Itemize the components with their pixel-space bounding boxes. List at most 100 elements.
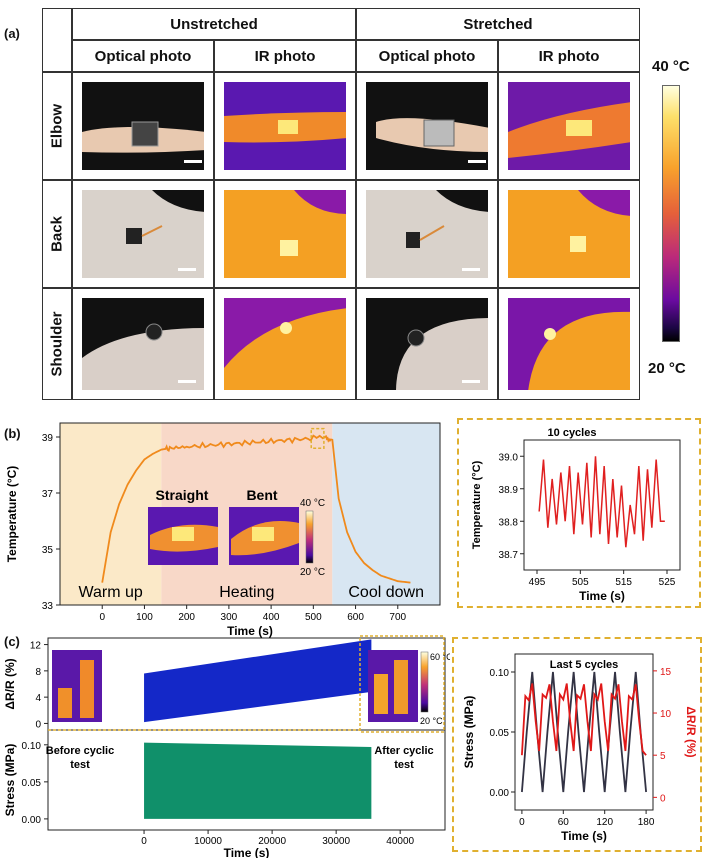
y-axis-label: Temperature (°C) (471, 460, 483, 549)
ir-inset-after-strip1 (374, 674, 388, 714)
col-header-ir-unstretched: IR photo (214, 40, 356, 72)
photo-cell (356, 180, 498, 288)
y-tick-label: 38.7 (499, 550, 519, 561)
y-tick-label: 0.00 (22, 815, 42, 826)
x-tick-label: 600 (347, 612, 364, 623)
chart-title: 10 cycles (548, 427, 597, 439)
inset-colorbar (305, 510, 314, 564)
ir-inset-before-strip1 (58, 688, 72, 718)
row-header-back: Back (42, 180, 72, 288)
ir-photo-shoulder-stretched (508, 298, 630, 390)
y-tick-label: 0 (35, 719, 41, 730)
photo-cell (356, 72, 498, 180)
x-tick-label: 60 (558, 817, 570, 828)
x-tick-label: 120 (596, 817, 613, 828)
zoom-box-b (457, 418, 701, 608)
optical-photo-shoulder-unstretched (82, 298, 204, 390)
region-cool-down (332, 423, 440, 605)
col-header-optical-unstretched: Optical photo (72, 40, 214, 72)
y-axis-label-right: ΔR/R (%) (684, 706, 698, 757)
y-tick-label: 12 (30, 641, 42, 652)
panel-label-c: (c) (4, 634, 20, 649)
y-tick-label: 0.00 (490, 788, 510, 799)
chart-title: Last 5 cycles (550, 659, 619, 671)
temperature-colorbar (662, 85, 680, 342)
x-tick-label: 30000 (322, 836, 350, 847)
x-tick-label: 0 (519, 817, 525, 828)
y-tick-label: 0.10 (22, 741, 42, 752)
y-tick-label: 4 (35, 693, 41, 704)
photo-cell (498, 72, 640, 180)
y-tick-label: 35 (42, 545, 54, 556)
y-axis-label: Temperature (°C) (5, 466, 19, 563)
y-tick-label-right: 10 (660, 709, 672, 720)
y-tick-label-right: 15 (660, 667, 672, 678)
y-tick-label: 8 (35, 667, 41, 678)
stress-envelope (144, 742, 372, 819)
photo-cell (72, 72, 214, 180)
header-stretched: Stretched (356, 8, 640, 40)
x-tick-label: 10000 (194, 836, 222, 847)
row-header-shoulder: Shoulder (42, 288, 72, 400)
x-tick-label: 300 (221, 612, 238, 623)
y-tick-label: 33 (42, 601, 54, 612)
dr-envelope (144, 639, 372, 723)
y-tick-label: 38.8 (499, 517, 519, 528)
x-axis-label: Time (s) (579, 589, 625, 603)
table-corner (42, 8, 72, 72)
zoom-box-c (452, 637, 702, 852)
panel-label-a: (a) (4, 26, 20, 41)
y-axis-label-stress: Stress (MPa) (3, 744, 17, 817)
x-tick-label: 495 (529, 577, 546, 588)
chart-b-main: Warm up Heating Cool down 0 100 200 300 400 500 6… (5, 422, 441, 638)
temperature-series-line (538, 456, 665, 548)
before-label: Before cyclic (46, 745, 114, 757)
photo-table: Unstretched Stretched Optical photo IR p… (42, 8, 640, 400)
after-label-line2: test (394, 759, 414, 771)
selection-box (310, 427, 325, 449)
inset-colorbar-max: 60 °C (430, 652, 450, 662)
x-tick-label: 0 (141, 836, 147, 847)
ir-photo-elbow-unstretched (224, 82, 346, 170)
chart-c-zoom: Last 5 cycles 0 60 120 180 0.00 0.05 0.10 0 5 10 15… (462, 653, 698, 843)
y-tick-label: 0.05 (22, 778, 42, 789)
inset-label-straight: Straight (156, 487, 209, 503)
y-tick-label: 0.05 (490, 728, 510, 739)
x-tick-label: 180 (638, 817, 655, 828)
x-tick-label: 200 (178, 612, 195, 623)
header-unstretched: Unstretched (72, 8, 356, 40)
optical-photo-back-unstretched (82, 190, 204, 278)
y-tick-label-right: 5 (660, 751, 666, 762)
y-tick-label: 37 (42, 489, 54, 500)
y-axis-label: Stress (MPa) (462, 696, 476, 769)
ir-photo-shoulder-unstretched (224, 298, 346, 390)
after-label: After cyclic (374, 745, 433, 757)
y-tick-label: 38.9 (499, 485, 519, 496)
temperature-series-line (101, 434, 411, 584)
photo-cell (72, 288, 214, 400)
chart-c-main: 0 4 8 12 ΔR/R (%) 0.00 0.05 0.10 0 10000 20000 3000… (3, 635, 450, 858)
photo-cell (498, 180, 640, 288)
y-tick-label: 39 (42, 433, 54, 444)
optical-photo-back-stretched (366, 190, 488, 278)
colorbar-max-label: 40 °C (652, 58, 690, 75)
x-tick-label: 525 (659, 577, 676, 588)
inset-colorbar-c (420, 651, 429, 713)
chart-b-zoom: 10 cycles 495 505 515 525 38.7 38.8 38.9 39.0 Tim… (471, 427, 681, 603)
x-tick-label: 40000 (386, 836, 414, 847)
x-tick-label: 0 (99, 612, 105, 623)
photo-cell (498, 288, 640, 400)
selection-box-c (359, 635, 445, 733)
photo-cell (356, 288, 498, 400)
photo-cell (72, 180, 214, 288)
inset-colorbar-min: 20 °C (300, 567, 325, 578)
inset-colorbar-min: 20 °C (420, 716, 443, 726)
row-label-shoulder: Shoulder (48, 311, 66, 377)
y-tick-label-right: 0 (660, 793, 666, 804)
photo-cell (214, 72, 356, 180)
inset-colorbar-max: 40 °C (300, 498, 325, 509)
optical-photo-elbow-stretched (366, 82, 488, 170)
x-axis-label: Time (s) (561, 829, 607, 843)
row-label-back: Back (48, 216, 66, 252)
col-header-optical-stretched: Optical photo (356, 40, 498, 72)
